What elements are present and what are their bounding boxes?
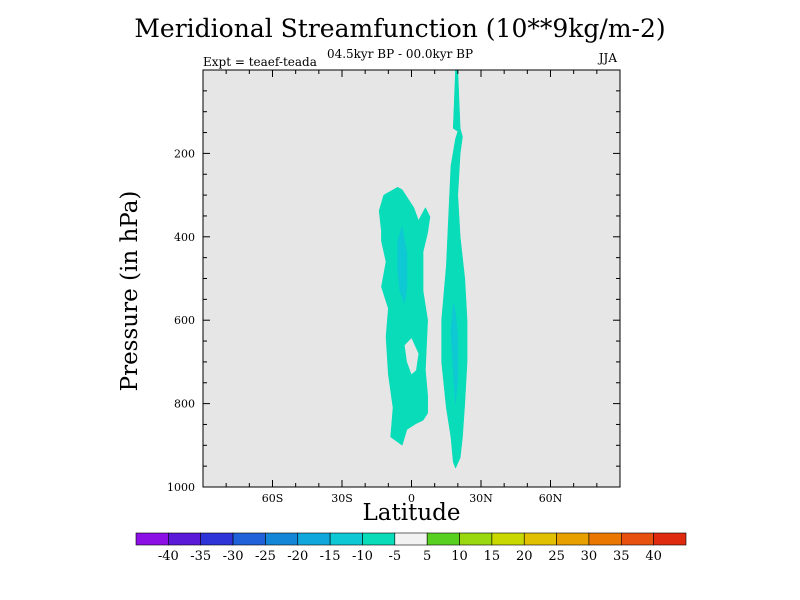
- contour-region-3: [441, 69, 468, 469]
- colorbar: -40 -35 -30 -25 -20 -15 -10 -5 5 10 15 20 25 30 35 40: [135, 532, 687, 564]
- colorbar-label: -10: [352, 549, 373, 564]
- colorbar-swatch: [588, 532, 622, 546]
- chart-title: Meridional Streamfunction (10**9kg/m-2): [134, 14, 666, 43]
- x-tick-label: 0: [408, 492, 415, 505]
- chart-subtitle: 04.5kyr BP - 00.0kyr BP: [326, 47, 474, 61]
- colorbar-label: 40: [645, 549, 662, 564]
- colorbar-label: -20: [287, 549, 308, 564]
- colorbar-label: -35: [190, 549, 211, 564]
- colorbar-swatch: [200, 532, 234, 546]
- y-tick-label: 400: [174, 231, 195, 244]
- colorbar-swatch: [523, 532, 557, 546]
- colorbar-label: -30: [223, 549, 244, 564]
- tick-mark-group: [202, 69, 621, 488]
- season-label: JJA: [598, 51, 617, 65]
- colorbar-swatch: [232, 532, 266, 546]
- tick-label-group: 60S 30S 0 30N 60N 200 400 600 800 1000: [167, 147, 563, 505]
- colorbar-swatch: [265, 532, 299, 546]
- colorbar-swatch: [297, 532, 331, 546]
- colorbar-label: 15: [484, 549, 501, 564]
- colorbar-label: -5: [388, 549, 401, 564]
- colorbar-swatch: [620, 532, 654, 546]
- contour-region-2: [397, 226, 408, 304]
- y-tick-label: 800: [174, 398, 195, 411]
- colorbar-label: -40: [158, 549, 179, 564]
- colorbar-swatch: [491, 532, 525, 546]
- x-tick-label: 30N: [469, 492, 493, 505]
- colorbar-label: 10: [451, 549, 468, 564]
- colorbar-swatch: [426, 532, 460, 546]
- y-axis-label: Pressure (in hPa): [117, 190, 143, 392]
- colorbar-swatch: [556, 532, 590, 546]
- colorbar-swatch: [362, 532, 396, 546]
- y-tick-label: 1000: [167, 481, 195, 494]
- colorbar-label: 25: [548, 549, 565, 564]
- colorbar-swatch: [329, 532, 363, 546]
- colorbar-swatch: [459, 532, 493, 546]
- colorbar-swatch: [653, 532, 687, 546]
- colorbar-label: -15: [320, 549, 341, 564]
- colorbar-swatch: [168, 532, 202, 546]
- contour-region-4: [450, 303, 459, 404]
- colorbar-swatch: [394, 532, 428, 546]
- colorbar-label: 35: [613, 549, 630, 564]
- x-tick-label: 60N: [539, 492, 563, 505]
- colorbar-label: 30: [581, 549, 598, 564]
- colorbar-label: 5: [423, 549, 431, 564]
- contour-region-1: [378, 186, 431, 446]
- x-axis-label: Latitude: [362, 500, 461, 526]
- colorbar-label: -25: [255, 549, 276, 564]
- contour-hole-1: [404, 338, 419, 375]
- colorbar-label: 20: [516, 549, 533, 564]
- colorbar-swatch: [135, 532, 169, 546]
- y-tick-label: 200: [174, 147, 195, 160]
- contour-fill-group: [378, 69, 468, 469]
- experiment-label: Expt = teaef-teada: [203, 55, 317, 69]
- x-tick-label: 60S: [262, 492, 284, 505]
- x-tick-label: 30S: [331, 492, 353, 505]
- y-tick-label: 600: [174, 314, 195, 327]
